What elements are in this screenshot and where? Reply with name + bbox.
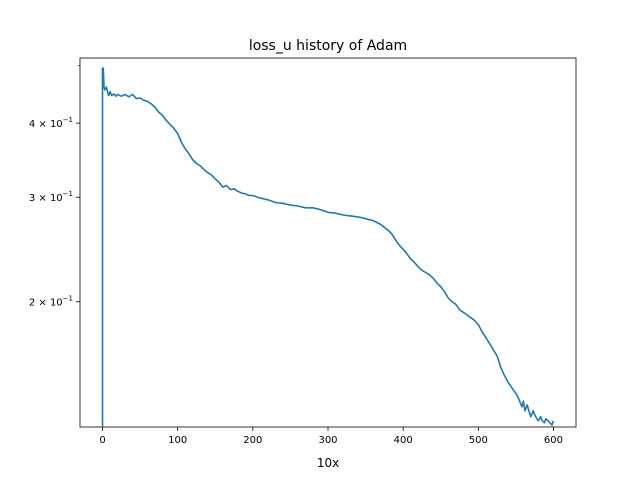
- x-tick-label: 0: [99, 435, 105, 446]
- y-tick-label-base: 4 × 10: [29, 119, 63, 130]
- series-line-loss-u: [101, 67, 555, 427]
- x-tick-label: 500: [469, 435, 488, 446]
- x-tick-label: 600: [544, 435, 563, 446]
- y-tick-label-exponent: −1: [63, 190, 73, 198]
- y-tick-label-base: 2 × 10: [29, 298, 63, 309]
- plot-frame: [79, 57, 577, 428]
- x-axis: 0 100 200 300 400 500 600: [99, 427, 563, 446]
- y-tick-label: 4 × 10−1: [29, 116, 73, 130]
- chart-title: loss_u history of Adam: [249, 38, 407, 54]
- x-tick-label: 300: [318, 435, 337, 446]
- y-tick-label-exponent: −1: [63, 295, 73, 303]
- x-tick-label: 200: [243, 435, 262, 446]
- y-tick-label: 3 × 10−1: [29, 190, 73, 204]
- x-tick-label: 400: [394, 435, 413, 446]
- y-tick-label: 2 × 10−1: [29, 295, 73, 309]
- x-tick-label: 100: [168, 435, 187, 446]
- y-axis: 2 × 10−13 × 10−14 × 10−1: [29, 65, 80, 309]
- x-axis-label: 10x: [317, 456, 339, 470]
- y-tick-label-base: 3 × 10: [29, 193, 63, 204]
- y-tick-label-exponent: −1: [63, 116, 73, 124]
- plot-area: [79, 57, 577, 428]
